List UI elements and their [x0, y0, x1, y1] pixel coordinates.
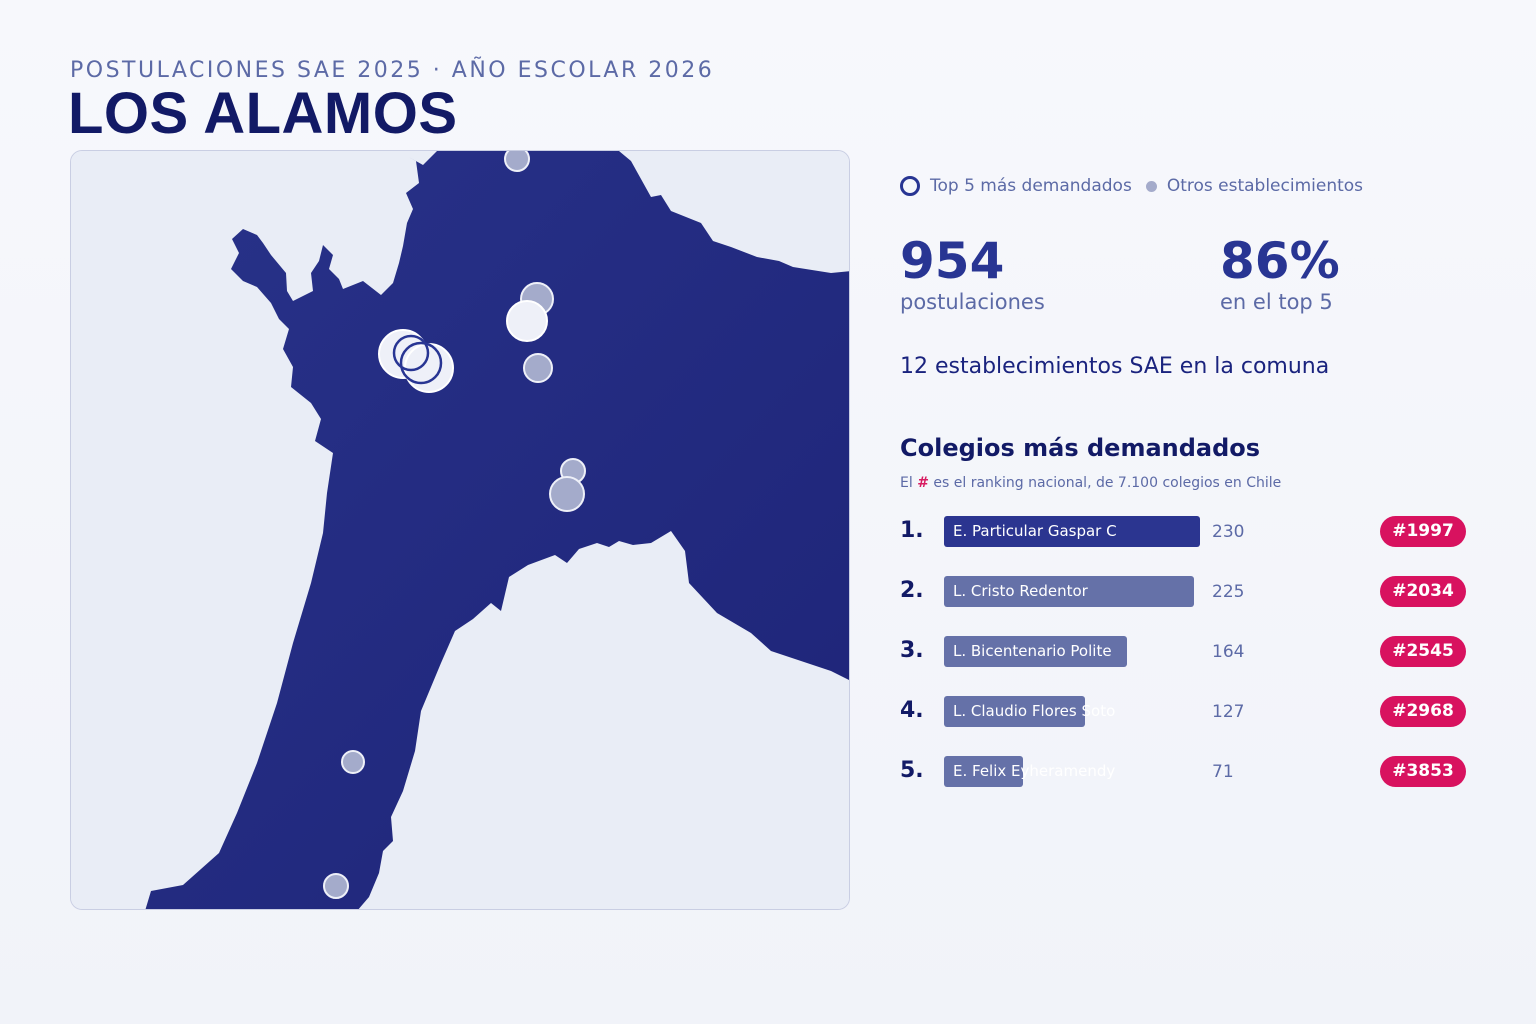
ranking-row[interactable]: 2. L. Cristo Redentor 225 #2034 [900, 575, 1470, 609]
national-rank-badge: #1997 [1380, 516, 1466, 547]
school-marker-other[interactable] [549, 476, 585, 512]
applications-value: 954 [900, 232, 1005, 290]
rank-position: 2. [900, 578, 924, 603]
top5-ring-icon [900, 176, 920, 196]
school-marker-other[interactable] [341, 750, 365, 774]
ranking-row[interactable]: 4. L. Claudio Flores Soto 127 #2968 [900, 695, 1470, 729]
applications-count: 164 [1212, 642, 1245, 662]
rank-position: 5. [900, 758, 924, 783]
other-dot-icon [1145, 180, 1157, 192]
schools-count: 12 establecimientos SAE en la comuna [900, 354, 1330, 379]
applications-count: 225 [1212, 582, 1245, 602]
school-marker-top5[interactable] [399, 341, 443, 385]
ranking-row[interactable]: 1. E. Particular Gaspar C 230 #1997 [900, 515, 1470, 549]
school-name: E. Felix Eyheramendy [953, 762, 1116, 780]
legend-top5-label: Top 5 más demandados [930, 176, 1132, 196]
map-legend: Top 5 más demandados Otros establecimien… [900, 172, 1363, 200]
national-rank-badge: #3853 [1380, 756, 1466, 787]
rank-position: 3. [900, 638, 924, 663]
applications-count: 127 [1212, 702, 1245, 722]
commune-landmass [145, 151, 849, 909]
commune-map[interactable] [70, 150, 850, 910]
ranking-note-hash: # [917, 475, 929, 491]
school-name: L. Cristo Redentor [953, 582, 1088, 600]
rank-position: 1. [900, 518, 924, 543]
page-title: LOS ALAMOS [68, 81, 458, 146]
applications-count: 71 [1212, 762, 1234, 782]
applications-label: postulaciones [900, 290, 1045, 314]
legend-others-label: Otros establecimientos [1166, 176, 1364, 196]
applications-bar [944, 696, 1085, 727]
applications-bar [944, 636, 1127, 667]
school-marker-other[interactable] [323, 873, 349, 899]
ranking-note-prefix: El [900, 475, 913, 491]
applications-bar [944, 576, 1194, 607]
top5-share-label: en el top 5 [1220, 290, 1333, 314]
ranking-title: Colegios más demandados [900, 434, 1261, 462]
rank-position: 4. [900, 698, 924, 723]
applications-bar [944, 516, 1200, 547]
top5-share-value: 86% [1220, 232, 1340, 290]
map-canvas [71, 151, 849, 909]
school-markers [323, 151, 586, 899]
applications-count: 230 [1212, 522, 1245, 542]
ranking-row[interactable]: 5. E. Felix Eyheramendy 71 #3853 [900, 755, 1470, 789]
school-marker-other[interactable] [504, 151, 530, 172]
school-marker-top5[interactable] [506, 300, 548, 342]
ranking-note-suffix: es el ranking nacional, de 7.100 colegio… [933, 475, 1282, 491]
school-marker-top5[interactable] [392, 334, 430, 372]
page-subtitle: POSTULACIONES SAE 2025 · AÑO ESCOLAR 202… [70, 58, 715, 83]
school-name: L. Claudio Flores Soto [953, 702, 1116, 720]
school-name: L. Bicentenario Polite [953, 642, 1112, 660]
applications-bar [944, 756, 1023, 787]
national-rank-badge: #2545 [1380, 636, 1466, 667]
ranking-note: El # es el ranking nacional, de 7.100 co… [900, 475, 1281, 491]
ranking-row[interactable]: 3. L. Bicentenario Polite 164 #2545 [900, 635, 1470, 669]
school-marker-other[interactable] [523, 353, 553, 383]
school-name: E. Particular Gaspar C [953, 522, 1117, 540]
national-rank-badge: #2034 [1380, 576, 1466, 607]
national-rank-badge: #2968 [1380, 696, 1466, 727]
